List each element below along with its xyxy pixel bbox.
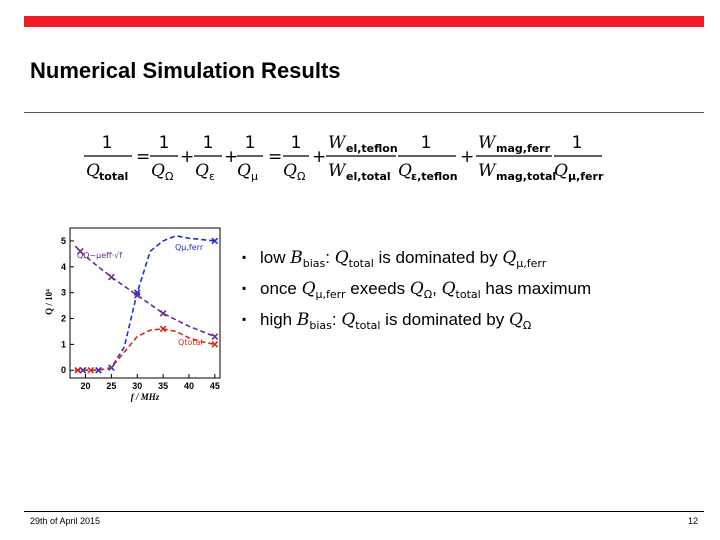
footer-date: 29th of April 2015	[30, 516, 101, 526]
x-tick-label: 30	[132, 381, 142, 391]
eq-lhs-numerator: 1	[102, 133, 113, 153]
marker-stroke	[133, 289, 141, 297]
eq-plus-3: +	[312, 147, 326, 167]
bullet-marker: ▪	[242, 281, 247, 295]
marker-stroke	[76, 247, 84, 255]
eq-w2-num: W	[478, 133, 497, 153]
eq-t3-numerator: 1	[245, 133, 256, 153]
eq-t1-sub: Ω	[165, 170, 173, 183]
marker-stroke	[133, 291, 141, 299]
marker-stroke	[87, 366, 95, 374]
series-marker-1	[108, 273, 115, 281]
y-axis-label: Q / 10⁴	[44, 289, 54, 315]
eq-lhs-q: Q	[86, 161, 100, 181]
marker-stroke	[159, 325, 167, 333]
y-tick-label: 0	[61, 365, 66, 375]
slide-title: Numerical Simulation Results	[30, 58, 341, 83]
eq-t2-numerator: 1	[203, 133, 214, 153]
eq-t3-q: Q	[237, 161, 251, 181]
marker-stroke	[79, 366, 87, 374]
eq-w1-num: W	[328, 133, 347, 153]
quality-factor-equation: 1 Q total = 1 Q Ω + 1 Q ε + 1 Q μ = 1 Q …	[84, 133, 604, 183]
x-tick-label: 25	[106, 381, 116, 391]
eq-t6-numerator: 1	[572, 133, 583, 153]
y-tick-label: 5	[61, 236, 66, 246]
series-marker-1	[211, 333, 219, 340]
bullet-marker: ▪	[242, 250, 247, 264]
eq-w1-den-sub: el,total	[346, 170, 391, 183]
eq-lhs-q-sub: total	[99, 170, 128, 183]
eq-equals-2: =	[268, 147, 282, 167]
top-accent-bar	[24, 16, 704, 27]
eq-equals-1: =	[136, 147, 150, 167]
eq-t5-q: Q	[398, 161, 412, 181]
y-tick-label: 2	[61, 314, 66, 324]
eq-t5-sub: ε,teflon	[411, 170, 458, 183]
eq-w2-num-sub: mag,ferr	[496, 142, 551, 155]
eq-t5-numerator: 1	[421, 133, 432, 153]
eq-t1-numerator: 1	[159, 133, 170, 153]
eq-t6-sub: μ,ferr	[568, 170, 604, 183]
series-marker-0	[79, 366, 87, 374]
eq-t3-sub: μ	[251, 170, 258, 183]
series-marker-2	[159, 325, 167, 333]
x-tick-label: 40	[184, 381, 194, 391]
title-divider	[24, 112, 704, 113]
series-marker-0	[211, 237, 219, 245]
eq-w2-den: W	[478, 161, 497, 181]
y-tick-label: 4	[61, 262, 66, 272]
y-tick-label: 1	[61, 339, 66, 349]
eq-w1-num-sub: el,teflon	[346, 142, 398, 155]
marker-stroke	[159, 309, 167, 317]
marker-stroke	[211, 341, 219, 348]
eq-t6-q: Q	[554, 161, 568, 181]
series-line-0	[75, 234, 215, 371]
eq-t1-q: Q	[151, 161, 165, 181]
series-marker-2	[74, 366, 82, 374]
marker-stroke	[211, 237, 219, 245]
eq-t4-q: Q	[283, 161, 297, 181]
series-marker-1	[159, 309, 167, 317]
x-tick-label: 35	[158, 381, 168, 391]
eq-t4-sub: Ω	[297, 170, 305, 183]
marker-stroke	[95, 366, 102, 374]
findings-list: ▪ low Bbias: Qtotal is dominated by Qμ,fe…	[238, 242, 708, 335]
marker-stroke	[108, 273, 115, 281]
series-line-1	[74, 245, 216, 338]
series-marker-1	[133, 291, 141, 299]
finding-high-bias: ▪ high Bbias: Qtotal is dominated by QΩ	[238, 304, 708, 335]
eq-plus-1: +	[180, 147, 194, 167]
x-tick-label: 45	[210, 381, 220, 391]
y-tick-label: 3	[61, 288, 66, 298]
series-marker-0	[133, 289, 141, 297]
series-marker-2	[87, 366, 95, 374]
x-tick-label: 20	[81, 381, 91, 391]
page-number: 12	[687, 516, 698, 526]
eq-t4-numerator: 1	[291, 133, 302, 153]
series-label-2: Qtotal	[178, 338, 203, 347]
eq-plus-4: +	[460, 147, 474, 167]
finding-low-bias: ▪ low Bbias: Qtotal is dominated by Qμ,fe…	[238, 242, 708, 273]
x-axis-label: f / MHz	[131, 392, 160, 402]
eq-w1-den: W	[328, 161, 347, 181]
marker-stroke	[211, 333, 219, 340]
eq-w2-den-sub: mag,total	[496, 170, 556, 183]
series-label-0: QΩ∼μeff·√f	[77, 251, 122, 260]
bullet-marker: ▪	[242, 312, 247, 326]
eq-t2-sub: ε	[209, 170, 215, 183]
footer-divider	[24, 511, 704, 512]
marker-stroke	[74, 366, 82, 374]
series-line-2	[75, 328, 215, 371]
series-marker-2	[211, 341, 219, 348]
finding-once-exceeds: ▪ once Qμ,ferr exeeds QΩ, Qtotal has maxi…	[238, 273, 708, 304]
series-marker-1	[76, 247, 84, 255]
eq-t2-q: Q	[195, 161, 209, 181]
eq-plus-2: +	[224, 147, 238, 167]
plot-frame	[69, 227, 221, 379]
series-label-1: Qμ,ferr	[175, 243, 204, 252]
series-marker-0	[95, 366, 102, 374]
